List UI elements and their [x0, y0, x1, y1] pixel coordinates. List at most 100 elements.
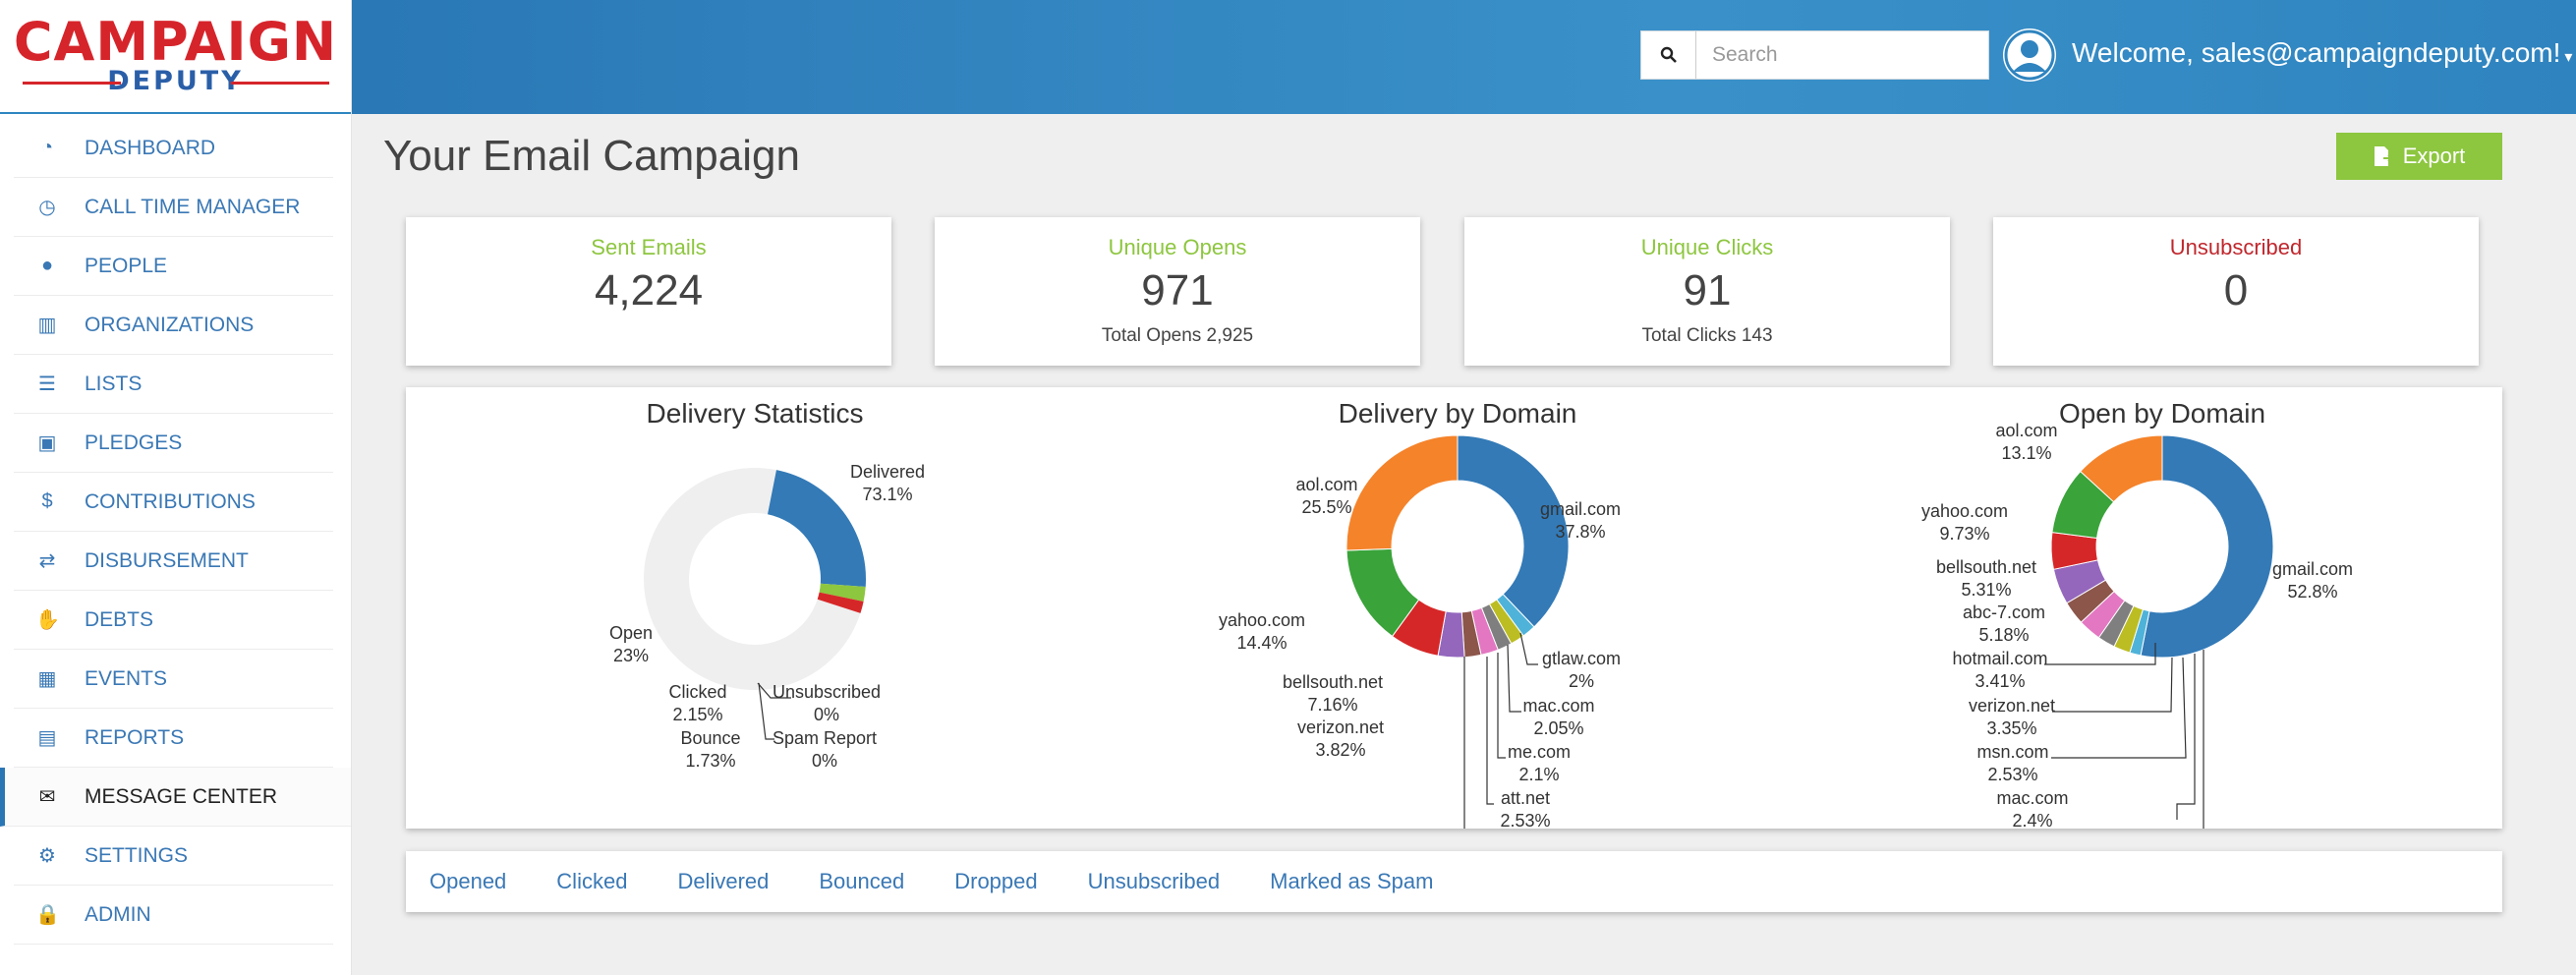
- search-input[interactable]: [1696, 31, 1988, 79]
- building-icon: ▥: [37, 315, 57, 336]
- recipient-tabs: Opened Clicked Delivered Bounced Dropped Unsu…: [406, 851, 2502, 912]
- tab-clicked[interactable]: Clicked: [556, 869, 628, 893]
- top-header: Welcome, sales@campaigndeputy.com!▾: [352, 0, 2576, 114]
- slice-label: hotmail.com: [1952, 649, 2047, 668]
- slice-label: yahoo.com: [1219, 610, 1305, 630]
- sidebar-item-label: ORGANIZATIONS: [85, 313, 255, 336]
- slice-label: aol.com: [1295, 475, 1357, 494]
- app-logo[interactable]: CAMPAIGN DEPUTY: [0, 0, 351, 114]
- slice-percent: 73.1%: [862, 485, 912, 504]
- sidebar-nav: ◔ DASHBOARD ◷ CALL TIME MANAGER ● PEOPLE ▥ ORGA…: [0, 119, 351, 945]
- label-leader-line: [757, 682, 791, 699]
- sidebar-item-label: MESSAGE CENTER: [85, 784, 278, 808]
- stat-card-unsubscribed: Unsubscribed 0: [1993, 217, 2479, 366]
- slice-label: Delivered: [850, 462, 925, 482]
- stat-sub: Total Opens 2,925: [1101, 325, 1254, 346]
- logo-main-text: CAMPAIGN: [13, 11, 338, 73]
- page-title: Your Email Campaign: [383, 132, 800, 180]
- label-leader-line: [1497, 653, 1506, 759]
- slice-label: me.com: [1508, 742, 1571, 762]
- sidebar-item-admin[interactable]: 🔒 ADMIN: [14, 886, 333, 945]
- slice-percent: 2.05%: [1533, 718, 1583, 738]
- slice-label: Open: [609, 623, 653, 643]
- tab-bounced[interactable]: Bounced: [819, 869, 905, 893]
- label-leader-line: [2051, 657, 2187, 759]
- sidebar-item-reports[interactable]: ▤ REPORTS: [14, 709, 333, 768]
- slice-percent: 9.73%: [1939, 524, 1989, 544]
- delivery-statistics-chart: Delivery Statistics Delivered 73.1% Open 23%…: [609, 398, 925, 771]
- sidebar: CAMPAIGN DEPUTY ◔ DASHBOARD ◷ CALL TIME MAN…: [0, 0, 352, 975]
- dashboard-icon: ◔: [40, 137, 54, 158]
- label-leader-line: [1486, 657, 1494, 805]
- user-avatar-icon: [2004, 29, 2055, 81]
- slice-label: gmail.com: [1540, 499, 1621, 519]
- sidebar-item-label: CALL TIME MANAGER: [85, 195, 301, 218]
- sidebar-item-contributions[interactable]: $ CONTRIBUTIONS: [14, 473, 333, 532]
- tab-unsubscribed[interactable]: Unsubscribed: [1087, 869, 1221, 893]
- slice-percent: 3.41%: [1975, 671, 2025, 691]
- slice-percent: 37.8%: [1555, 522, 1605, 542]
- sidebar-item-label: LISTS: [85, 372, 143, 395]
- pie-slice[interactable]: [1345, 434, 1459, 551]
- logo-sub-text: DEPUTY: [19, 68, 333, 95]
- open-by-domain-chart: Open by Domain gmail.com 52.8% mac.com 2.4% m…: [1921, 398, 2353, 829]
- stat-value: 91: [1683, 266, 1732, 315]
- tab-marked-as-spam[interactable]: Marked as Spam: [1270, 869, 1434, 893]
- sidebar-item-organizations[interactable]: ▥ ORGANIZATIONS: [14, 296, 333, 355]
- slice-label: msn.com: [1976, 742, 2048, 762]
- sidebar-item-debts[interactable]: ✋ DEBTS: [14, 591, 333, 650]
- pie-slice[interactable]: [768, 470, 866, 587]
- sidebar-item-settings[interactable]: ⚙ SETTINGS: [14, 827, 333, 886]
- pie-slice[interactable]: [819, 583, 866, 602]
- export-button[interactable]: Export: [2336, 133, 2502, 180]
- slice-percent: 1.73%: [685, 751, 735, 771]
- sidebar-item-label: DISBURSEMENT: [85, 548, 249, 572]
- slice-percent: 2.53%: [1987, 765, 2037, 784]
- stat-sub: Total Clicks 143: [1641, 325, 1773, 346]
- gear-icon: ⚙: [38, 845, 56, 867]
- slice-label: Clicked: [668, 682, 726, 702]
- pie-slice[interactable]: [2080, 434, 2163, 503]
- sidebar-item-lists[interactable]: ☰ LISTS: [14, 355, 333, 414]
- list-icon: ☰: [38, 373, 56, 395]
- slice-percent: 13.1%: [2001, 443, 2051, 463]
- slice-percent: 7.16%: [1307, 695, 1357, 715]
- search-button[interactable]: [1641, 31, 1696, 79]
- pie-slice[interactable]: [2140, 434, 2274, 659]
- pie-slice[interactable]: [817, 592, 864, 613]
- tab-opened[interactable]: Opened: [429, 869, 507, 893]
- stat-value: 4,224: [594, 266, 704, 315]
- chart-title: Delivery Statistics: [647, 398, 864, 429]
- pie-slice[interactable]: [1457, 434, 1570, 628]
- sidebar-item-call-time-manager[interactable]: ◷ CALL TIME MANAGER: [14, 178, 333, 237]
- slice-percent: 23%: [613, 646, 649, 665]
- sidebar-item-label: REPORTS: [85, 725, 185, 749]
- tab-delivered[interactable]: Delivered: [677, 869, 770, 893]
- stat-label: Unique Clicks: [1640, 235, 1774, 259]
- label-leader-line: [1519, 632, 1538, 665]
- chart-title: Delivery by Domain: [1339, 398, 1577, 429]
- user-menu-toggle[interactable]: Welcome, sales@campaigndeputy.com! ▾: [2072, 37, 2572, 69]
- sidebar-item-label: CONTRIBUTIONS: [85, 489, 256, 513]
- sidebar-item-message-center[interactable]: ✉ MESSAGE CENTER: [0, 768, 351, 827]
- sidebar-item-dashboard[interactable]: ◔ DASHBOARD: [14, 119, 333, 178]
- sidebar-item-disbursement[interactable]: ⇄ DISBURSEMENT: [14, 532, 333, 591]
- tab-dropped[interactable]: Dropped: [954, 869, 1038, 893]
- slice-percent: 25.5%: [1301, 497, 1351, 517]
- slice-percent: 3.35%: [1986, 718, 2036, 738]
- slice-percent: 14.4%: [1236, 633, 1287, 653]
- lock-icon: 🔒: [35, 904, 60, 926]
- stat-card-opens: Unique Opens 971 Total Opens 2,925: [935, 217, 1420, 366]
- sidebar-item-pledges[interactable]: ▣ PLEDGES: [14, 414, 333, 473]
- sidebar-item-events[interactable]: ▦ EVENTS: [14, 650, 333, 709]
- stat-card-sent: Sent Emails 4,224: [406, 217, 891, 366]
- stat-label: Sent Emails: [591, 235, 707, 259]
- file-export-icon: [2374, 146, 2393, 166]
- slice-percent: 2.4%: [2012, 811, 2052, 829]
- avatar[interactable]: [2003, 29, 2056, 82]
- slice-label: Spam Report: [773, 728, 877, 748]
- slice-label: bellsouth.net: [1283, 672, 1383, 692]
- sidebar-item-people[interactable]: ● PEOPLE: [14, 237, 333, 296]
- slice-percent: 2%: [1569, 671, 1594, 691]
- pie-slice[interactable]: [644, 468, 861, 690]
